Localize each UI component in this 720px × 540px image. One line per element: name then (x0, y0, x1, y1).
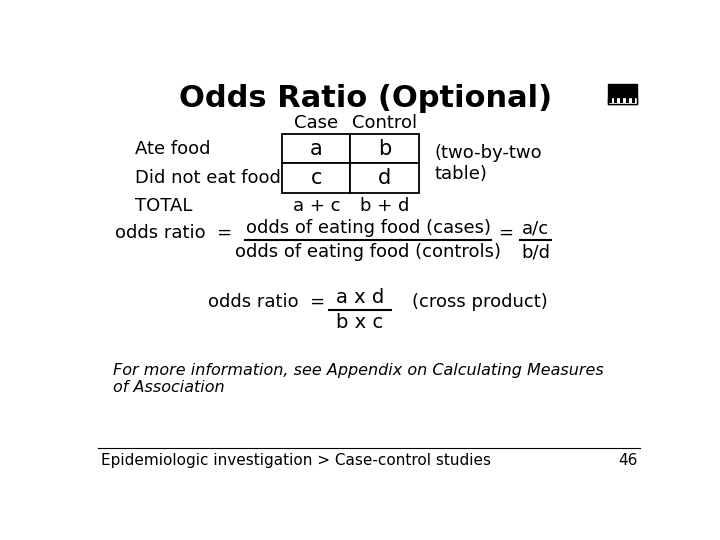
Text: a/c: a/c (522, 219, 549, 237)
Text: odds of eating food (controls): odds of eating food (controls) (235, 244, 501, 261)
Bar (631, 98, 635, 103)
Text: b/d: b/d (521, 244, 550, 261)
Text: 46: 46 (618, 453, 637, 468)
Text: (two-by-two
table): (two-by-two table) (434, 144, 541, 183)
Text: c: c (310, 168, 322, 188)
Text: a x d: a x d (336, 288, 384, 307)
Text: (cross product): (cross product) (412, 293, 547, 311)
Text: Odds Ratio (Optional): Odds Ratio (Optional) (179, 84, 552, 113)
Text: b + d: b + d (360, 197, 409, 215)
Text: Epidemiologic investigation > Case-control studies: Epidemiologic investigation > Case-contr… (101, 453, 491, 468)
Bar (608, 98, 611, 103)
Text: odds of eating food (cases): odds of eating food (cases) (246, 219, 491, 237)
Bar (351, 134, 418, 164)
Text: For more information, see Appendix on Calculating Measures
of Association: For more information, see Appendix on Ca… (113, 363, 604, 395)
Text: odds ratio  =: odds ratio = (208, 293, 325, 311)
Text: a: a (310, 139, 323, 159)
Bar (608, 84, 637, 104)
Bar (614, 98, 617, 103)
Text: odds ratio  =: odds ratio = (114, 224, 232, 242)
Text: Ate food: Ate food (135, 140, 210, 158)
Bar (282, 164, 351, 193)
Text: b: b (378, 139, 391, 159)
Bar (608, 97, 637, 104)
Text: Control: Control (352, 113, 417, 132)
Text: Case: Case (294, 113, 338, 132)
Text: b x c: b x c (336, 313, 383, 332)
Bar (620, 98, 624, 103)
Text: TOTAL: TOTAL (135, 197, 192, 215)
Text: a + c: a + c (292, 197, 340, 215)
Text: =: = (498, 224, 513, 242)
Bar (626, 98, 629, 103)
Bar (282, 134, 351, 164)
Bar (351, 164, 418, 193)
Text: Did not eat food: Did not eat food (135, 169, 281, 187)
Text: d: d (378, 168, 391, 188)
